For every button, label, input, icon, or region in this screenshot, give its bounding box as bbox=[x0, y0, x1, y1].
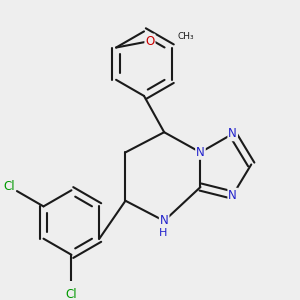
Text: Cl: Cl bbox=[3, 180, 15, 193]
Text: O: O bbox=[145, 34, 154, 48]
Text: N: N bbox=[196, 146, 205, 159]
Text: H: H bbox=[159, 228, 168, 238]
Text: N: N bbox=[228, 189, 237, 202]
Text: N: N bbox=[228, 127, 237, 140]
Text: Cl: Cl bbox=[66, 288, 77, 300]
Text: N: N bbox=[160, 214, 169, 227]
Text: CH₃: CH₃ bbox=[178, 32, 194, 41]
